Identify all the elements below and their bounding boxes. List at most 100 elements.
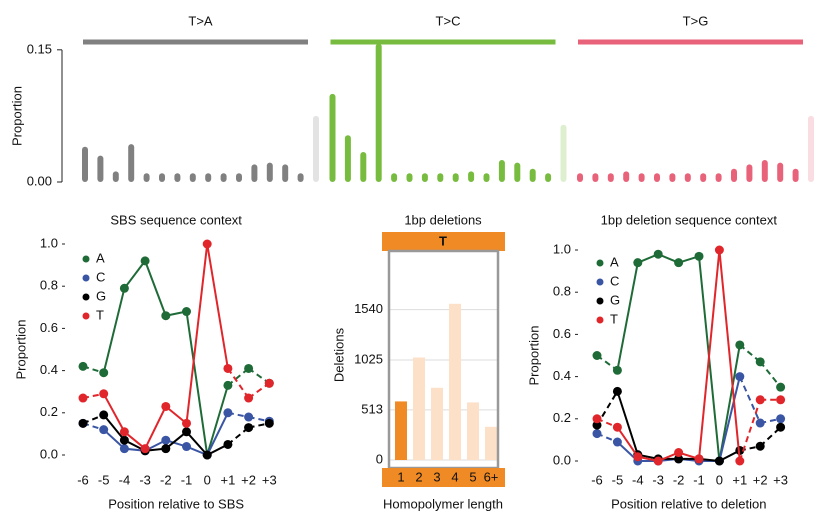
bar [251, 164, 258, 182]
line-segment [616, 262, 639, 371]
x-tick-label: -3 [652, 472, 664, 487]
y-tick-label: 0.6 [553, 326, 571, 341]
point [714, 456, 724, 466]
legend-marker [82, 274, 90, 282]
category-band [382, 468, 505, 487]
x-tick-label: -3 [139, 472, 151, 487]
point [140, 444, 150, 454]
y-axis-label: Proportion [13, 320, 28, 380]
point [223, 408, 233, 418]
bar [452, 173, 459, 182]
point [244, 363, 254, 373]
bar [236, 173, 242, 182]
point [735, 340, 745, 350]
point [612, 365, 622, 375]
x-tick-label: -6 [77, 472, 89, 487]
y-tick-label: 1.0 [40, 235, 58, 250]
bar [777, 162, 784, 182]
bar [467, 402, 479, 460]
bar [808, 115, 814, 182]
point [776, 382, 786, 392]
line-segment [718, 376, 741, 462]
point [776, 414, 786, 424]
bar [498, 159, 505, 182]
bar [468, 171, 475, 182]
bar [623, 171, 630, 182]
bar [746, 164, 753, 182]
line-segment [738, 376, 762, 424]
x-tick-label: -2 [673, 472, 685, 487]
bar [112, 171, 119, 182]
point [592, 414, 602, 424]
point [735, 445, 745, 455]
x-tick-label: -5 [98, 472, 110, 487]
y-tick-label: 1.0 [553, 241, 571, 256]
y-tick-label: 1540 [354, 301, 383, 316]
point [161, 401, 171, 411]
bar [360, 152, 367, 182]
line-segment [185, 431, 208, 456]
point [653, 249, 663, 259]
bar [577, 173, 583, 182]
point [592, 351, 602, 360]
bar [266, 162, 273, 182]
y-tick-label: 0.0 [40, 446, 58, 461]
bar [297, 173, 304, 182]
bar [344, 135, 351, 182]
line-segment [144, 260, 167, 317]
line-segment [123, 260, 146, 289]
x-tick-label: -1 [693, 472, 705, 487]
line-segment [206, 385, 229, 456]
point [244, 412, 254, 422]
point [633, 258, 643, 268]
x-tick-label: -6 [591, 472, 603, 487]
bar [669, 173, 676, 182]
bar [159, 173, 165, 182]
y-tick-label: 0.00 [27, 173, 52, 188]
point [119, 435, 129, 445]
line-segment [616, 391, 639, 455]
y-axis-label: Proportion [526, 326, 541, 386]
line-segment [718, 344, 741, 462]
point [612, 422, 622, 432]
x-tick-label: -1 [181, 472, 193, 487]
bar [485, 426, 497, 460]
bar [684, 173, 691, 182]
chart-title: 1bp deletions [404, 212, 482, 227]
legend-marker [596, 297, 604, 305]
bar [143, 173, 150, 182]
point [182, 427, 191, 437]
point [223, 363, 233, 373]
header-label: T [439, 233, 447, 248]
bar [205, 173, 212, 182]
bar [282, 164, 289, 182]
chart-title: 1bp deletion sequence context [601, 212, 778, 227]
x-tick-label: -4 [119, 472, 131, 487]
x-tick-label: +2 [241, 472, 256, 487]
point [182, 418, 191, 428]
y-tick-label: 513 [361, 401, 383, 416]
group-label: T>G [683, 13, 709, 28]
bar [421, 173, 428, 182]
bar [437, 173, 444, 182]
point [223, 439, 233, 449]
bar [483, 173, 490, 182]
y-tick-label: 0.15 [27, 41, 52, 56]
point [78, 393, 88, 403]
bar [413, 357, 425, 460]
group-label: T>C [436, 13, 461, 28]
point [244, 423, 254, 433]
point [202, 239, 212, 249]
line-segment [759, 426, 782, 447]
legend-marker [596, 259, 604, 267]
bar [792, 168, 799, 182]
bar [82, 146, 88, 182]
line-segment [206, 412, 229, 456]
line-segment [144, 406, 167, 450]
point [714, 245, 724, 255]
point [755, 441, 765, 451]
bar [375, 43, 382, 182]
legend-label: A [96, 250, 105, 265]
point [264, 378, 274, 388]
x-tick-label: 4 [451, 469, 458, 484]
